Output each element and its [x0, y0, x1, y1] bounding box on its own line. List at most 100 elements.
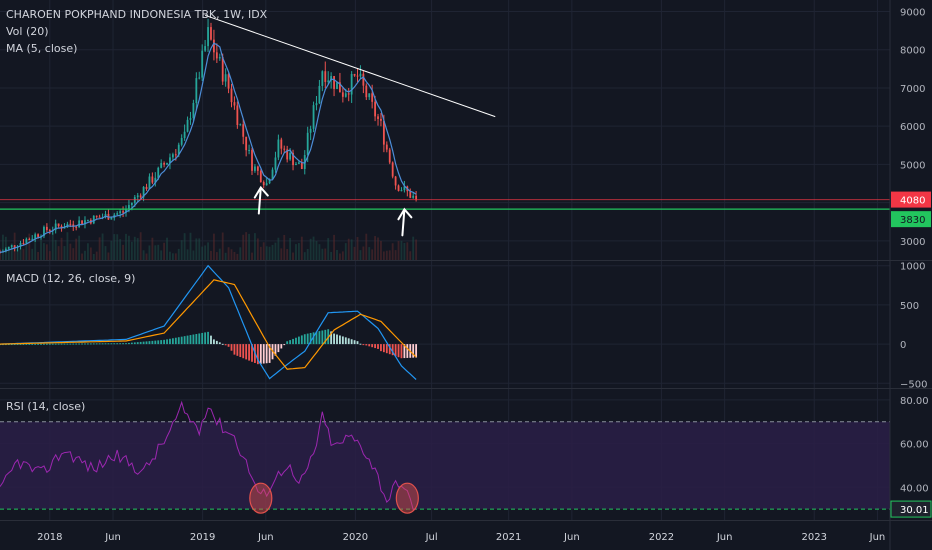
candle-body[interactable] — [388, 149, 391, 163]
trendline[interactable] — [204, 14, 496, 118]
candle-body[interactable] — [242, 124, 245, 137]
candle-body[interactable] — [318, 85, 321, 104]
candle-body[interactable] — [280, 139, 283, 149]
candle-body[interactable] — [192, 102, 195, 119]
candle-body[interactable] — [239, 124, 242, 126]
annotation-arrows[interactable] — [253, 185, 413, 237]
symbol-title[interactable]: CHAROEN POKPHAND INDONESIA TBK, 1W, IDX — [6, 8, 268, 21]
candle-body[interactable] — [259, 170, 262, 183]
candle-body[interactable] — [122, 211, 124, 213]
candle-body[interactable] — [213, 39, 215, 53]
candle-body[interactable] — [230, 88, 233, 103]
candle-body[interactable] — [157, 167, 160, 178]
candle-body[interactable] — [277, 139, 280, 158]
candle-body[interactable] — [321, 71, 324, 86]
candle-body[interactable] — [69, 223, 72, 225]
candle-body[interactable] — [160, 163, 163, 168]
candle-body[interactable] — [136, 195, 139, 198]
up-arrow-icon[interactable] — [397, 207, 413, 237]
time-scale[interactable]: 2018 Jun 2019 Jun 2020 Jul 2021 Jun 2022 Jun 2023 J… — [37, 532, 885, 543]
candle-body[interactable] — [218, 57, 221, 59]
candle-body[interactable] — [201, 50, 204, 78]
candle-body[interactable] — [274, 157, 277, 170]
candle-body[interactable] — [254, 166, 256, 171]
candle-body[interactable] — [43, 226, 45, 237]
candle-body[interactable] — [142, 186, 145, 198]
candle-body[interactable] — [4, 248, 7, 252]
candle-body[interactable] — [256, 166, 259, 171]
candle-body[interactable] — [207, 27, 209, 47]
candle-body[interactable] — [306, 132, 309, 156]
candle-body[interactable] — [236, 105, 239, 125]
candle-body[interactable] — [13, 245, 16, 248]
candle-body[interactable] — [350, 74, 353, 95]
candle-body[interactable] — [309, 128, 312, 133]
candle-body[interactable] — [166, 162, 168, 165]
candle-body[interactable] — [251, 149, 253, 171]
candle-body[interactable] — [84, 220, 86, 225]
candle-body[interactable] — [221, 57, 224, 82]
candle-body[interactable] — [368, 93, 371, 98]
candle-body[interactable] — [19, 242, 22, 247]
candle-body[interactable] — [312, 105, 315, 129]
candle-body[interactable] — [330, 76, 333, 81]
candle-body[interactable] — [104, 213, 107, 218]
candle-body[interactable] — [295, 163, 297, 166]
candle-body[interactable] — [174, 154, 177, 156]
candle-body[interactable] — [10, 245, 13, 247]
candle-body[interactable] — [339, 82, 341, 93]
rsi-title[interactable]: RSI (14, close) — [6, 400, 86, 413]
candle-body[interactable] — [87, 219, 89, 221]
candle-body[interactable] — [54, 223, 57, 231]
candle-body[interactable] — [48, 229, 51, 231]
candle-body[interactable] — [198, 77, 201, 79]
macd-title[interactable]: MACD (12, 26, close, 9) — [6, 272, 136, 285]
candle-body[interactable] — [327, 80, 330, 82]
candle-body[interactable] — [195, 78, 198, 103]
candle-body[interactable] — [224, 74, 227, 82]
candle-body[interactable] — [119, 211, 122, 214]
candle-body[interactable] — [356, 75, 359, 77]
candle-body[interactable] — [359, 73, 362, 77]
candle-body[interactable] — [265, 183, 268, 186]
candle-body[interactable] — [81, 220, 83, 225]
candle-body[interactable] — [57, 223, 60, 227]
candle-body[interactable] — [394, 176, 397, 186]
candle-body[interactable] — [92, 215, 95, 224]
candle-body[interactable] — [139, 195, 142, 198]
candle-body[interactable] — [292, 152, 294, 166]
candle-body[interactable] — [362, 73, 365, 86]
candle-body[interactable] — [315, 103, 318, 106]
candle-body[interactable] — [186, 119, 189, 132]
candle-body[interactable] — [98, 216, 101, 218]
up-arrow-icon[interactable] — [253, 185, 269, 215]
candle-body[interactable] — [380, 118, 382, 121]
candle-body[interactable] — [289, 152, 292, 160]
candle-body[interactable] — [130, 202, 133, 206]
candle-body[interactable] — [128, 205, 130, 209]
candle-body[interactable] — [371, 93, 374, 102]
candle-body[interactable] — [248, 149, 250, 151]
candle-body[interactable] — [22, 242, 25, 244]
candle-body[interactable] — [7, 246, 10, 249]
candle-body[interactable] — [233, 102, 236, 106]
candle-body[interactable] — [37, 234, 40, 237]
candle-body[interactable] — [148, 176, 151, 190]
candle-body[interactable] — [227, 74, 230, 89]
candle-body[interactable] — [171, 154, 174, 158]
candle-body[interactable] — [297, 162, 300, 164]
candle-body[interactable] — [183, 131, 186, 138]
candle-body[interactable] — [403, 186, 406, 191]
candle-body[interactable] — [391, 162, 394, 177]
candle-body[interactable] — [271, 169, 274, 180]
candle-body[interactable] — [400, 190, 403, 192]
candle-body[interactable] — [45, 226, 48, 230]
candle-body[interactable] — [397, 185, 400, 191]
candle-body[interactable] — [365, 85, 368, 98]
candle-body[interactable] — [262, 182, 265, 186]
candle-body[interactable] — [63, 227, 66, 229]
candle-body[interactable] — [412, 195, 415, 198]
candle-body[interactable] — [75, 226, 78, 228]
